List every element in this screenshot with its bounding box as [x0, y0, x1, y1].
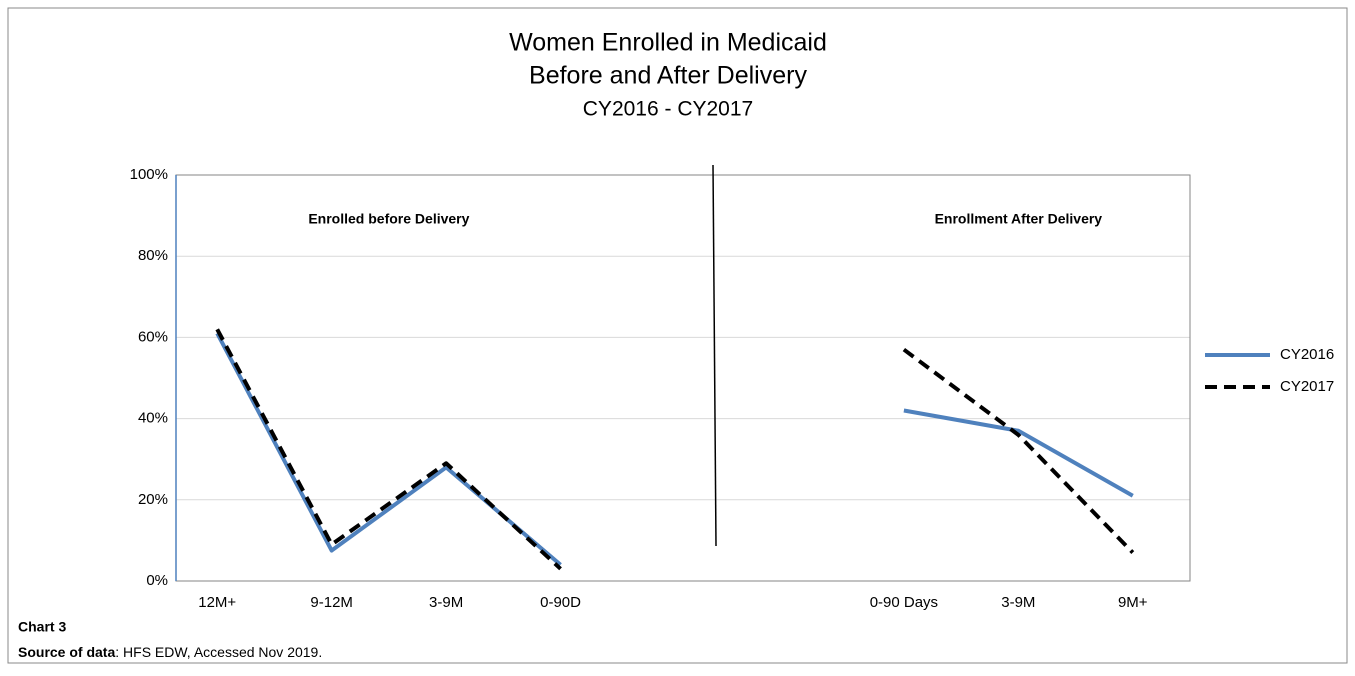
x-tick-label: 9M+	[1118, 594, 1148, 611]
source-label: Source of data	[18, 644, 115, 660]
legend-label: CY2016	[1280, 346, 1334, 363]
y-tick-label: 0%	[146, 572, 168, 589]
chart-title: Before and After Delivery	[529, 62, 807, 90]
y-tick-label: 80%	[138, 247, 168, 264]
series-line	[903, 408, 1134, 498]
source: Source of data: HFS EDW, Accessed Nov 20…	[18, 644, 322, 660]
y-tick-label: 20%	[138, 491, 168, 508]
legend-label: CY2017	[1280, 378, 1334, 395]
divider	[712, 164, 717, 547]
x-tick-label: 0-90D	[540, 594, 581, 611]
x-tick-label: 3-9M	[1001, 594, 1035, 611]
plot-border	[175, 174, 1191, 582]
x-tick-label: 12M+	[198, 594, 236, 611]
x-tick-label: 9-12M	[310, 594, 353, 611]
y-tick-label: 100%	[130, 166, 168, 183]
annotation: Enrollment After Delivery	[935, 211, 1103, 227]
footer-title: Chart 3	[18, 619, 66, 635]
y-tick-label: 40%	[138, 410, 168, 427]
series-line	[215, 332, 562, 567]
annotation: Enrolled before Delivery	[308, 211, 469, 227]
series-line	[215, 328, 562, 571]
chart-title: Women Enrolled in Medicaid	[509, 29, 827, 57]
x-tick-label: 0-90 Days	[870, 594, 938, 611]
x-tick-label: 3-9M	[429, 594, 463, 611]
series-line	[902, 347, 1135, 554]
y-tick-label: 60%	[138, 328, 168, 345]
source-text: : HFS EDW, Accessed Nov 2019.	[115, 644, 322, 660]
chart-border	[7, 7, 1348, 664]
chart-subtitle: CY2016 - CY2017	[583, 98, 753, 121]
